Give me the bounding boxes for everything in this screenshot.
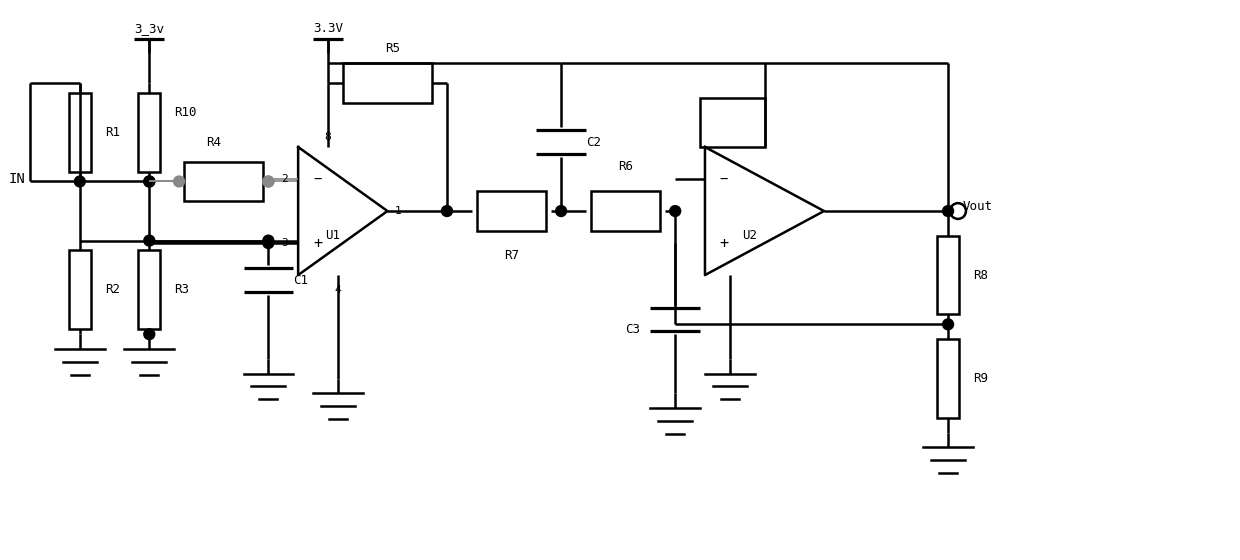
Text: R2: R2: [104, 283, 119, 296]
Text: 4: 4: [335, 285, 341, 295]
Text: −: −: [720, 172, 728, 186]
Text: R10: R10: [174, 106, 197, 119]
Text: 3.3V: 3.3V: [312, 22, 343, 35]
Bar: [139, 93, 160, 171]
Circle shape: [942, 319, 954, 330]
Circle shape: [144, 235, 155, 246]
Circle shape: [263, 176, 274, 187]
Text: R1: R1: [104, 126, 119, 139]
Text: 3: 3: [281, 238, 288, 248]
Text: C3: C3: [625, 323, 641, 336]
Text: IN: IN: [9, 171, 25, 185]
Bar: [476, 192, 546, 231]
Bar: [701, 98, 765, 147]
Circle shape: [441, 206, 453, 217]
Text: 3_3v: 3_3v: [134, 22, 164, 35]
Circle shape: [263, 235, 274, 246]
Circle shape: [263, 176, 274, 187]
Circle shape: [144, 176, 155, 187]
Text: C1: C1: [293, 273, 309, 287]
Text: R7: R7: [503, 249, 520, 262]
Text: R9: R9: [973, 372, 988, 385]
Text: R8: R8: [973, 269, 988, 282]
Circle shape: [942, 206, 954, 217]
Bar: [937, 339, 959, 418]
Text: R3: R3: [174, 283, 190, 296]
Text: 2: 2: [281, 174, 288, 184]
Text: −: −: [312, 172, 321, 186]
Circle shape: [174, 176, 185, 187]
Bar: [342, 63, 432, 102]
Bar: [590, 192, 661, 231]
Circle shape: [144, 329, 155, 339]
Text: Vout: Vout: [963, 199, 993, 213]
Bar: [69, 250, 91, 329]
Text: U2: U2: [742, 229, 758, 242]
Circle shape: [144, 176, 155, 187]
Circle shape: [670, 206, 681, 217]
Circle shape: [263, 237, 274, 249]
Text: R4: R4: [206, 136, 221, 148]
Text: +: +: [312, 236, 322, 250]
Circle shape: [556, 206, 567, 217]
Text: R6: R6: [618, 160, 634, 173]
Bar: [69, 93, 91, 171]
Circle shape: [74, 176, 86, 187]
Bar: [937, 236, 959, 315]
Bar: [139, 250, 160, 329]
Bar: [184, 162, 263, 201]
Text: 1: 1: [394, 206, 401, 216]
Text: U1: U1: [325, 229, 340, 242]
Text: R5: R5: [384, 42, 401, 55]
Text: 8: 8: [325, 132, 331, 142]
Text: +: +: [720, 236, 729, 250]
Text: C2: C2: [585, 136, 601, 148]
